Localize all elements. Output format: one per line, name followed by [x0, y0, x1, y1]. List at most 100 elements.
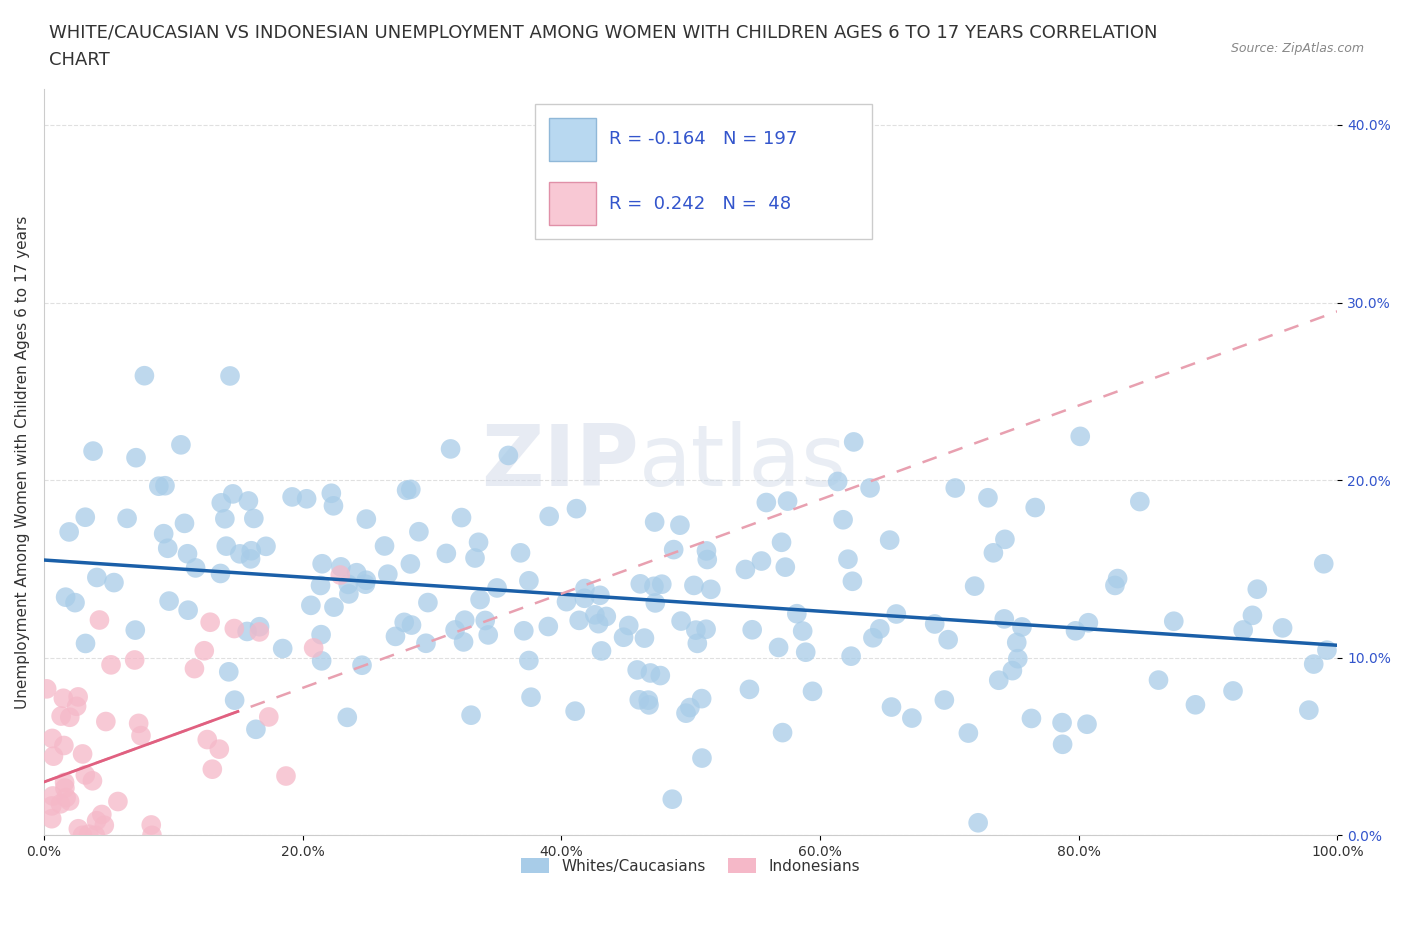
- Whites/Caucasians: [755, 495, 778, 510]
- Whites/Caucasians: [401, 618, 423, 632]
- Whites/Caucasians: [775, 560, 797, 575]
- Indonesians: [141, 817, 163, 832]
- Whites/Caucasians: [509, 545, 531, 560]
- Whites/Caucasians: [1052, 737, 1074, 751]
- Whites/Caucasians: [517, 574, 540, 589]
- Whites/Caucasians: [1050, 715, 1073, 730]
- Whites/Caucasians: [683, 578, 706, 592]
- Whites/Caucasians: [153, 478, 176, 493]
- Whites/Caucasians: [1076, 717, 1098, 732]
- Whites/Caucasians: [311, 556, 333, 571]
- Indonesians: [58, 793, 80, 808]
- Indonesians: [224, 621, 246, 636]
- Whites/Caucasians: [675, 706, 697, 721]
- Whites/Caucasians: [537, 619, 560, 634]
- Whites/Caucasians: [176, 546, 198, 561]
- Indonesians: [77, 827, 100, 842]
- Whites/Caucasians: [399, 482, 422, 497]
- Whites/Caucasians: [987, 672, 1010, 687]
- Whites/Caucasians: [770, 535, 793, 550]
- Indonesians: [274, 768, 297, 783]
- Whites/Caucasians: [240, 543, 263, 558]
- Text: WHITE/CAUCASIAN VS INDONESIAN UNEMPLOYMENT AMONG WOMEN WITH CHILDREN AGES 6 TO 1: WHITE/CAUCASIAN VS INDONESIAN UNEMPLOYME…: [49, 23, 1157, 41]
- Whites/Caucasians: [467, 535, 489, 550]
- Whites/Caucasians: [219, 368, 242, 383]
- Whites/Caucasians: [1184, 698, 1206, 712]
- Whites/Caucasians: [454, 613, 477, 628]
- Indonesians: [302, 641, 325, 656]
- Whites/Caucasians: [626, 662, 648, 677]
- Whites/Caucasians: [517, 653, 540, 668]
- Whites/Caucasians: [214, 512, 236, 526]
- Indonesians: [59, 710, 82, 724]
- Whites/Caucasians: [474, 613, 496, 628]
- Whites/Caucasians: [215, 538, 238, 553]
- Whites/Caucasians: [464, 551, 486, 565]
- Whites/Caucasians: [738, 682, 761, 697]
- Indonesians: [67, 689, 90, 704]
- Whites/Caucasians: [55, 590, 77, 604]
- Whites/Caucasians: [336, 710, 359, 724]
- Indonesians: [41, 731, 63, 746]
- Whites/Caucasians: [943, 481, 966, 496]
- Whites/Caucasians: [1312, 556, 1334, 571]
- Whites/Caucasians: [695, 543, 717, 558]
- Whites/Caucasians: [613, 630, 636, 644]
- Whites/Caucasians: [321, 485, 343, 500]
- Whites/Caucasians: [1077, 616, 1099, 631]
- Whites/Caucasians: [311, 654, 333, 669]
- Whites/Caucasians: [309, 627, 332, 642]
- Whites/Caucasians: [1104, 578, 1126, 592]
- Whites/Caucasians: [583, 607, 606, 622]
- Whites/Caucasians: [869, 621, 891, 636]
- Indonesians: [42, 789, 65, 804]
- Whites/Caucasians: [700, 582, 723, 597]
- Whites/Caucasians: [643, 578, 665, 593]
- Whites/Caucasians: [588, 617, 610, 631]
- Text: Source: ZipAtlas.com: Source: ZipAtlas.com: [1230, 42, 1364, 55]
- Whites/Caucasians: [741, 622, 763, 637]
- Whites/Caucasians: [125, 450, 148, 465]
- Indonesians: [67, 821, 90, 836]
- Whites/Caucasians: [862, 631, 884, 645]
- Indonesians: [84, 828, 107, 843]
- Whites/Caucasians: [354, 573, 377, 588]
- Whites/Caucasians: [690, 691, 713, 706]
- Whites/Caucasians: [1024, 500, 1046, 515]
- Whites/Caucasians: [768, 640, 790, 655]
- Whites/Caucasians: [669, 614, 692, 629]
- Text: ZIP: ZIP: [481, 421, 638, 504]
- Whites/Caucasians: [637, 693, 659, 708]
- Whites/Caucasians: [1246, 582, 1268, 597]
- Whites/Caucasians: [841, 574, 863, 589]
- Whites/Caucasians: [837, 551, 859, 566]
- Whites/Caucasians: [801, 684, 824, 698]
- Whites/Caucasians: [309, 578, 332, 593]
- Whites/Caucasians: [662, 542, 685, 557]
- Y-axis label: Unemployment Among Women with Children Ages 6 to 17 years: Unemployment Among Women with Children A…: [15, 216, 30, 709]
- Whites/Caucasians: [685, 623, 707, 638]
- Whites/Caucasians: [156, 541, 179, 556]
- Whites/Caucasians: [299, 598, 322, 613]
- Indonesians: [53, 780, 76, 795]
- Whites/Caucasians: [134, 368, 156, 383]
- Whites/Caucasians: [337, 587, 360, 602]
- Whites/Caucasians: [239, 551, 262, 566]
- Indonesians: [53, 775, 76, 790]
- Whites/Caucasians: [934, 693, 956, 708]
- Whites/Caucasians: [513, 623, 536, 638]
- Indonesians: [257, 710, 280, 724]
- Whites/Caucasians: [281, 489, 304, 504]
- Whites/Caucasians: [444, 622, 467, 637]
- Whites/Caucasians: [880, 699, 903, 714]
- Indonesians: [49, 709, 72, 724]
- Whites/Caucasians: [1011, 619, 1033, 634]
- Indonesians: [183, 661, 205, 676]
- Indonesians: [52, 738, 75, 753]
- Whites/Caucasians: [591, 644, 613, 658]
- Whites/Caucasians: [350, 658, 373, 672]
- Whites/Caucasians: [460, 708, 482, 723]
- Whites/Caucasians: [1298, 703, 1320, 718]
- Whites/Caucasians: [651, 577, 673, 591]
- Whites/Caucasians: [1302, 657, 1324, 671]
